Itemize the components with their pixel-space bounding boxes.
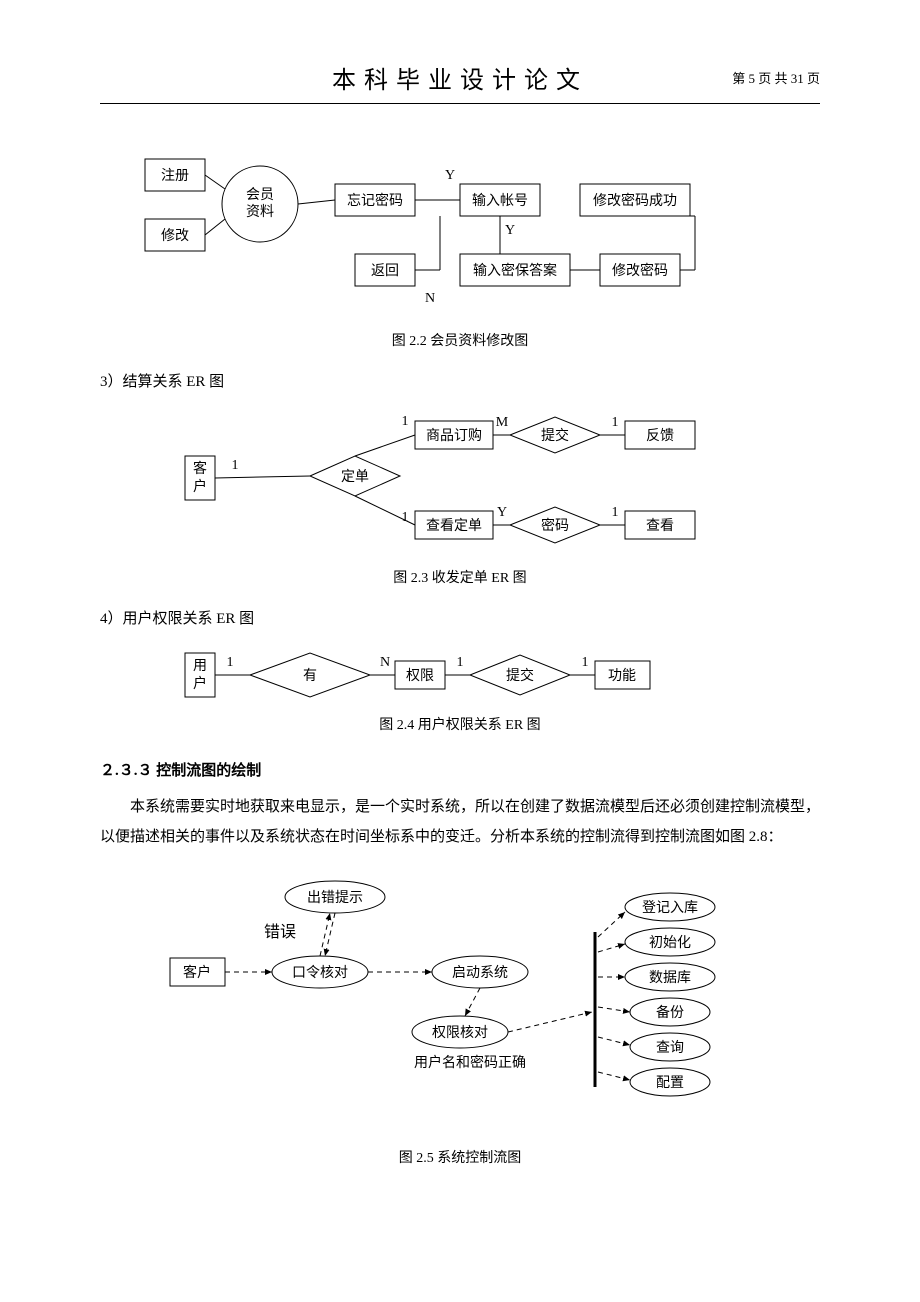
- label-y1: Y: [445, 168, 455, 183]
- figure-2-3: 客 户 定单 商品订购 提交 反馈 查看定单 密码 查看 1 1 1 M 1 Y…: [180, 401, 740, 561]
- lbl-1c: 1: [402, 510, 409, 525]
- lbl-1a: 1: [232, 458, 239, 473]
- node-perm: 权限: [406, 668, 434, 684]
- node-feedback: 反馈: [646, 428, 674, 444]
- node-submit: 提交: [541, 427, 569, 444]
- node-password: 密码: [541, 517, 569, 534]
- figure-2-2: 注册 修改 会员 资料 忘记密码 输入帐号 修改密码成功 返回 输入密保答案 修…: [140, 154, 780, 324]
- lbl-1d: 1: [612, 415, 619, 430]
- node-member-data-2: 资料: [246, 204, 274, 220]
- node-modify-pw-ok: 修改密码成功: [593, 192, 677, 209]
- node-func: 功能: [608, 668, 636, 684]
- header-title: 本科毕业设计论文: [332, 60, 588, 95]
- page-number: 第 5 页 共 31 页: [732, 68, 820, 87]
- node-order: 定单: [341, 469, 369, 485]
- lbl25-error: 错误: [264, 923, 296, 941]
- lbl24-1b: 1: [457, 655, 464, 670]
- node25-reg: 登记入库: [642, 900, 698, 916]
- lbl24-n: N: [380, 655, 390, 670]
- lbl-1b: 1: [402, 414, 409, 429]
- node25-init: 初始化: [649, 934, 691, 951]
- node-view: 查看: [646, 518, 674, 534]
- node-user-2: 户: [193, 675, 207, 692]
- node-member-data-1: 会员: [246, 187, 274, 203]
- node-modify: 修改: [161, 228, 189, 244]
- lbl-y: Y: [497, 505, 507, 520]
- node-user-1: 用: [193, 659, 207, 674]
- caption-2-3: 图 2.3 收发定单 ER 图: [100, 567, 820, 587]
- section-233-para: 本系统需要实时地获取来电显示，是一个实时系统，所以在创建了数据流模型后还必须创建…: [100, 792, 820, 852]
- lbl25-ok: 用户名和密码正确: [414, 1054, 526, 1071]
- node-customer-2: 户: [193, 478, 207, 495]
- node25-db: 数据库: [649, 970, 691, 986]
- caption-2-2: 图 2.2 会员资料修改图: [100, 330, 820, 350]
- node25-permcheck: 权限核对: [432, 1025, 488, 1041]
- node-customer-1: 客: [193, 460, 207, 477]
- lbl-m: M: [496, 415, 509, 430]
- caption-2-5: 图 2.5 系统控制流图: [100, 1147, 820, 1167]
- node-modify-pw: 修改密码: [612, 262, 668, 279]
- node-input-sec-ans: 输入密保答案: [473, 262, 557, 279]
- node-back: 返回: [371, 263, 399, 279]
- section-4-label: 4）用户权限关系 ER 图: [100, 607, 820, 628]
- node-goods-order: 商品订购: [426, 428, 482, 444]
- node-submit24: 提交: [506, 667, 534, 684]
- node25-pwcheck: 口令核对: [292, 965, 348, 981]
- node-forget-pw: 忘记密码: [347, 192, 403, 209]
- lbl-1e: 1: [612, 505, 619, 520]
- node25-query: 查询: [656, 1040, 684, 1056]
- figure-2-5: 客户 口令核对 出错提示 启动系统 权限核对 登记入库 初始化 数据库 备份 查…: [160, 862, 760, 1122]
- node25-start: 启动系统: [452, 965, 508, 981]
- section-233-heading: ２.３.３ 控制流图的绘制: [100, 759, 820, 780]
- node-input-acct: 输入帐号: [472, 193, 528, 209]
- section-3-label: 3）结算关系 ER 图: [100, 370, 820, 391]
- figure-2-4: 用 户 有 权限 提交 功能 1 N 1 1: [180, 638, 700, 708]
- node25-config: 配置: [656, 1075, 684, 1091]
- header-rule: [100, 103, 820, 104]
- lbl24-1c: 1: [582, 655, 589, 670]
- label-n: N: [425, 291, 435, 306]
- node-has: 有: [303, 668, 317, 684]
- node-register: 注册: [161, 168, 189, 184]
- lbl24-1a: 1: [227, 655, 234, 670]
- node-view-order: 查看定单: [426, 518, 482, 534]
- caption-2-4: 图 2.4 用户权限关系 ER 图: [100, 714, 820, 734]
- label-y2: Y: [505, 223, 515, 238]
- node25-backup: 备份: [656, 1004, 684, 1021]
- node25-err: 出错提示: [307, 890, 363, 906]
- page-header: 本科毕业设计论文 第 5 页 共 31 页: [100, 60, 820, 104]
- node25-customer: 客户: [183, 964, 211, 981]
